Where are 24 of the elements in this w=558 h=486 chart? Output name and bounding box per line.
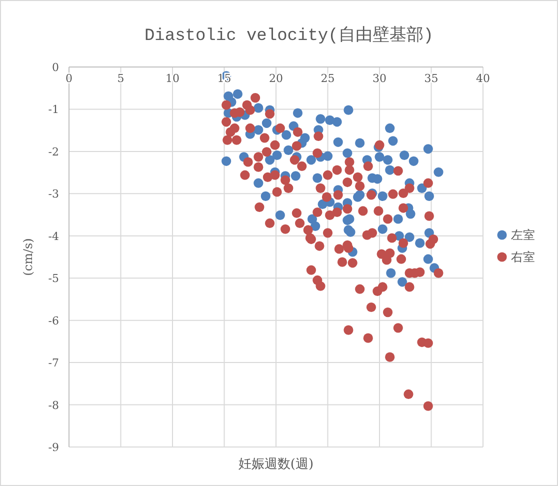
legend-label: 右室 — [511, 250, 535, 264]
x-tick-label: 15 — [217, 72, 232, 85]
x-axis-title: 妊娠週数(週) — [238, 457, 314, 472]
y-axis-title: (cm/s) — [21, 238, 35, 276]
y-tick-label: -8 — [48, 398, 59, 412]
y-tick-label: -1 — [48, 103, 59, 116]
legend-label: 左室 — [511, 228, 535, 242]
x-tick-label: 40 — [476, 72, 490, 85]
x-tick-label: 35 — [424, 72, 438, 85]
y-tick-label: -7 — [48, 356, 59, 370]
x-tick-label: 30 — [372, 72, 386, 85]
y-tick-label: -5 — [48, 272, 59, 286]
y-tick-label: -4 — [48, 230, 59, 243]
x-tick-label: 20 — [269, 72, 283, 85]
x-tick-label: 25 — [320, 72, 335, 85]
chart-title: Diastolic velocity(自由壁基部) — [144, 25, 434, 46]
x-tick-label: 0 — [66, 72, 72, 85]
y-tick-label: -9 — [48, 441, 59, 454]
y-tick-label: -2 — [48, 145, 59, 158]
y-tick-label: -6 — [48, 314, 59, 328]
y-tick-label: 0 — [52, 61, 59, 74]
x-tick-label: 10 — [166, 72, 180, 85]
y-tick-label: -3 — [48, 188, 59, 201]
x-tick-label: 5 — [117, 72, 124, 85]
